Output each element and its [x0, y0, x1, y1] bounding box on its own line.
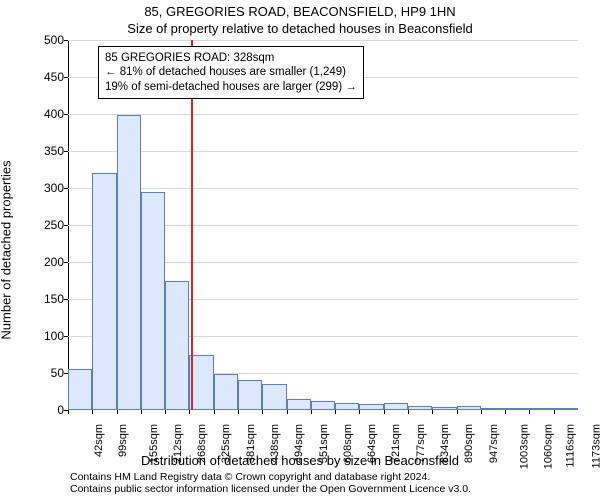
histogram-bar [432, 407, 456, 410]
gridline [68, 40, 578, 41]
y-tick [64, 336, 68, 337]
histogram-bar [554, 408, 578, 410]
histogram-plot: 05010015020025030035040045050042sqm99sqm… [68, 40, 578, 410]
y-tick-label: 200 [24, 255, 64, 269]
y-tick-label: 350 [24, 144, 64, 158]
x-tick-label: 1060sqm [542, 424, 554, 469]
x-tick-label: 155sqm [148, 424, 160, 463]
annotation-box: 85 GREGORIES ROAD: 328sqm← 81% of detach… [98, 46, 364, 99]
x-tick [384, 410, 385, 414]
x-tick [141, 410, 142, 414]
gridline [68, 114, 578, 115]
histogram-bar [141, 192, 165, 410]
histogram-bar [117, 115, 141, 410]
x-tick-label: 834sqm [439, 424, 451, 463]
x-tick-label: 890sqm [463, 424, 475, 463]
x-tick-label: 268sqm [196, 424, 208, 463]
histogram-bar [359, 404, 383, 410]
x-tick [92, 410, 93, 414]
histogram-bar [384, 403, 408, 410]
y-tick-label: 500 [24, 33, 64, 47]
x-tick-label: 325sqm [221, 424, 233, 463]
y-tick [64, 299, 68, 300]
x-tick [68, 410, 69, 414]
x-tick-label: 1003sqm [518, 424, 530, 469]
histogram-bar [238, 380, 262, 410]
y-tick [64, 114, 68, 115]
page-title-address: 85, GREGORIES ROAD, BEACONSFIELD, HP9 1H… [0, 4, 600, 19]
histogram-bar [214, 374, 238, 410]
x-tick [481, 410, 482, 414]
x-tick-label: 664sqm [366, 424, 378, 463]
x-tick [432, 410, 433, 414]
histogram-bar [189, 355, 213, 411]
y-tick [64, 262, 68, 263]
histogram-bar [529, 408, 553, 410]
x-tick [408, 410, 409, 414]
footer-line: Contains public sector information licen… [70, 483, 580, 496]
y-tick-label: 300 [24, 181, 64, 195]
x-tick [189, 410, 190, 414]
y-tick-label: 150 [24, 292, 64, 306]
y-tick-label: 250 [24, 218, 64, 232]
histogram-bar [311, 401, 335, 410]
x-tick [214, 410, 215, 414]
x-tick [335, 410, 336, 414]
x-tick-label: 777sqm [415, 424, 427, 463]
page-title-desc: Size of property relative to detached ho… [0, 21, 600, 36]
histogram-bar [505, 408, 529, 410]
histogram-bar [92, 173, 116, 410]
histogram-bar [262, 384, 286, 410]
x-tick-label: 381sqm [245, 424, 257, 463]
x-tick [554, 410, 555, 414]
x-tick-label: 42sqm [93, 424, 105, 457]
x-tick [262, 410, 263, 414]
x-tick [529, 410, 530, 414]
x-tick [165, 410, 166, 414]
y-tick [64, 151, 68, 152]
annotation-line: ← 81% of detached houses are smaller (1,… [105, 65, 357, 79]
histogram-bar [408, 406, 432, 410]
histogram-bar [481, 408, 505, 410]
x-tick [311, 410, 312, 414]
y-tick-label: 400 [24, 107, 64, 121]
x-tick [238, 410, 239, 414]
x-tick-label: 551sqm [318, 424, 330, 463]
x-tick-label: 608sqm [342, 424, 354, 463]
histogram-bar [68, 369, 92, 410]
annotation-line: 85 GREGORIES ROAD: 328sqm [105, 51, 357, 65]
y-axis-label: Number of detached properties [0, 160, 14, 339]
y-tick-label: 100 [24, 329, 64, 343]
y-tick-label: 0 [24, 403, 64, 417]
y-tick [64, 77, 68, 78]
footer-line: Contains HM Land Registry data © Crown c… [70, 471, 580, 484]
x-tick-label: 1116sqm [565, 424, 577, 468]
y-tick-label: 450 [24, 70, 64, 84]
annotation-line: 19% of semi-detached houses are larger (… [105, 80, 357, 94]
gridline [68, 188, 578, 189]
y-tick [64, 40, 68, 41]
x-tick-label: 212sqm [172, 424, 184, 463]
x-tick [457, 410, 458, 414]
x-tick-label: 947sqm [488, 424, 500, 463]
x-tick [287, 410, 288, 414]
histogram-bar [165, 281, 189, 411]
x-tick-label: 99sqm [117, 424, 129, 457]
histogram-bar [287, 399, 311, 410]
x-tick-label: 494sqm [293, 424, 305, 463]
x-tick-label: 438sqm [269, 424, 281, 463]
y-tick [64, 188, 68, 189]
gridline [68, 151, 578, 152]
histogram-bar [457, 406, 481, 410]
x-tick-label: 721sqm [391, 424, 403, 463]
x-tick-label: 1173sqm [590, 424, 600, 468]
y-tick [64, 225, 68, 226]
histogram-bar [335, 403, 359, 410]
x-tick [117, 410, 118, 414]
x-tick [505, 410, 506, 414]
y-tick-label: 50 [24, 366, 64, 380]
x-tick [359, 410, 360, 414]
footer-attribution: Contains HM Land Registry data © Crown c… [70, 471, 580, 496]
